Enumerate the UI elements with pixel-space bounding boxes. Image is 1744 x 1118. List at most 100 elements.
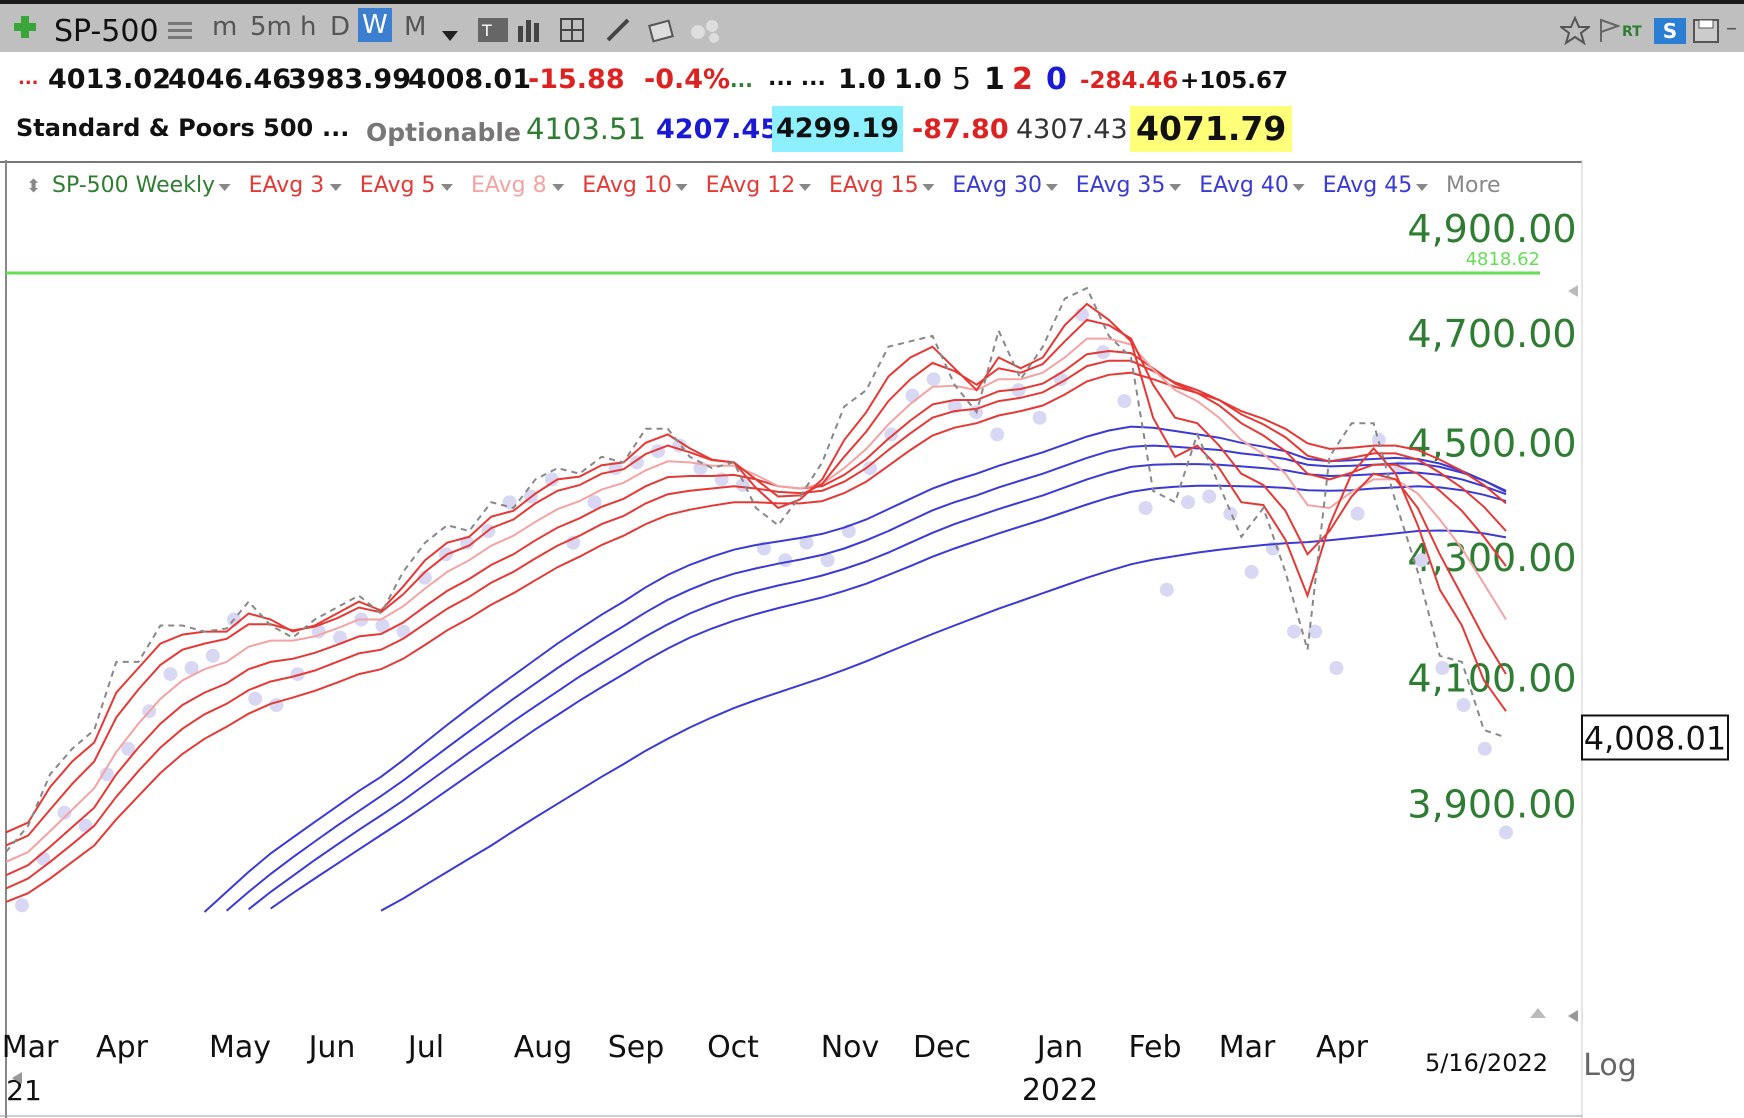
collapse-arrow-icon[interactable] xyxy=(1530,1008,1546,1018)
star-icon[interactable] xyxy=(1558,15,1592,50)
tf-mo[interactable]: M xyxy=(404,12,427,42)
legend-item-sp-500-weekly[interactable]: SP-500 Weekly xyxy=(52,173,215,198)
data-dot xyxy=(884,427,899,442)
count-0: 0 xyxy=(1046,62,1067,97)
legend-dropdown-icon[interactable] xyxy=(218,184,231,191)
pct-change: -0.4% xyxy=(644,64,731,95)
symbol-label[interactable]: SP-500 xyxy=(54,14,159,49)
log-toggle[interactable]: Log xyxy=(1583,1048,1637,1083)
legend-item-eavg-8[interactable]: EAvg 8 xyxy=(471,173,547,198)
legend-dropdown-icon[interactable] xyxy=(1045,184,1058,191)
eraser-icon[interactable] xyxy=(648,18,676,48)
tf-d[interactable]: D xyxy=(330,12,351,42)
legend-item-more[interactable]: More xyxy=(1446,173,1501,198)
data-dot xyxy=(1435,661,1450,675)
ratio-2: 1.0 xyxy=(894,64,942,95)
legend-item-eavg-30[interactable]: EAvg 30 xyxy=(952,173,1042,198)
legend-item-eavg-15[interactable]: EAvg 15 xyxy=(829,173,919,198)
y-tick-label: 3,900.00 xyxy=(1407,782,1576,826)
scroll-left-icon[interactable] xyxy=(1568,1010,1578,1022)
legend-dropdown-icon[interactable] xyxy=(552,184,565,191)
y-tick-label: 4,100.00 xyxy=(1407,656,1576,700)
bar-chart-icon[interactable] xyxy=(516,18,544,46)
data-dot xyxy=(1244,564,1259,579)
x-year-label-2022: 2022 xyxy=(1022,1073,1098,1108)
scroll-arrow-icon[interactable] xyxy=(1568,285,1578,298)
svg-text:T: T xyxy=(481,21,492,40)
legend-dropdown-icon[interactable] xyxy=(675,184,688,191)
add-icon[interactable] xyxy=(12,14,38,40)
value-red: -87.80 xyxy=(912,114,1009,145)
tf-m[interactable]: m xyxy=(212,12,238,42)
legend-updown-icon[interactable]: ⬍ xyxy=(26,176,41,197)
data-dot xyxy=(587,495,602,510)
legend-item-eavg-5[interactable]: EAvg 5 xyxy=(360,173,436,198)
x-tick-label-oct: Oct xyxy=(707,1030,759,1065)
legend-dropdown-icon[interactable] xyxy=(1416,184,1428,191)
text-tool-icon[interactable]: T xyxy=(478,18,508,46)
rt-label[interactable]: RT xyxy=(1622,24,1642,40)
plot-area xyxy=(6,286,1513,913)
s-badge[interactable]: S xyxy=(1654,18,1686,44)
x-tick-label-apr: Apr xyxy=(1316,1030,1369,1065)
legend-item-eavg-3[interactable]: EAvg 3 xyxy=(249,173,325,198)
x-tick-label-may: May xyxy=(209,1030,271,1065)
toolbar: SP-500 m 5m h D W M T RT S – xyxy=(0,0,1744,52)
x-tick-label-nov: Nov xyxy=(821,1030,880,1065)
legend-dropdown-icon[interactable] xyxy=(922,184,935,191)
pan-arrows-icon[interactable] xyxy=(12,1072,22,1084)
flag-icon[interactable] xyxy=(1598,18,1622,48)
company-name: Standard & Poors 500 xyxy=(16,114,314,142)
ema-line-eavg-40 xyxy=(247,463,1507,911)
x-tick-label-sep: Sep xyxy=(608,1030,665,1065)
optionable-label: Optionable xyxy=(366,118,521,147)
data-dot xyxy=(290,667,305,682)
count-1: 1 xyxy=(984,62,1005,97)
quote-dots-2: ... xyxy=(730,68,753,92)
diff-neg: -284.46 xyxy=(1080,68,1179,94)
data-dot xyxy=(926,372,941,387)
data-dot xyxy=(163,667,178,682)
data-dot xyxy=(799,535,814,550)
legend-item-eavg-45[interactable]: EAvg 45 xyxy=(1323,173,1413,198)
data-dot xyxy=(1308,624,1323,639)
data-dot xyxy=(205,648,220,663)
data-dot xyxy=(778,553,793,568)
legend-dropdown-icon[interactable] xyxy=(329,184,342,191)
ema-line-eavg-30 xyxy=(203,425,1507,913)
pencil-icon[interactable] xyxy=(604,16,632,48)
dropdown-icon[interactable] xyxy=(442,26,458,45)
x-tick-label-jun: Jun xyxy=(307,1030,356,1065)
circles-icon[interactable] xyxy=(690,18,724,48)
grid-icon[interactable] xyxy=(560,18,588,48)
save-icon[interactable] xyxy=(1692,18,1720,48)
tf-w-active[interactable]: W xyxy=(358,8,392,42)
legend-dropdown-icon[interactable] xyxy=(1169,184,1182,191)
legend-item-eavg-40[interactable]: EAvg 40 xyxy=(1199,173,1289,198)
data-dot xyxy=(1202,489,1217,504)
close-icon[interactable]: – xyxy=(1726,16,1737,41)
menu-icon[interactable] xyxy=(168,20,192,42)
value-highlight-yellow: 4071.79 xyxy=(1130,106,1293,152)
legend-item-eavg-12[interactable]: EAvg 12 xyxy=(706,173,796,198)
high-value: 4046.46 xyxy=(168,64,291,95)
legend-item-eavg-35[interactable]: EAvg 35 xyxy=(1076,173,1166,198)
quote-row-1: ... 4013.02 4046.46 3983.99 4008.01 -15.… xyxy=(0,60,1744,104)
y-tick-label: 4,700.00 xyxy=(1407,312,1576,356)
tf-5m[interactable]: 5m xyxy=(250,12,292,42)
legend-dropdown-icon[interactable] xyxy=(441,184,453,191)
price-chart[interactable]: ⬍ SP-500 Weekly EAvg 3 EAvg 5 EAvg 8 EAvg 10 E… xyxy=(0,160,1744,1118)
data-dot xyxy=(333,630,347,645)
y-tick-label: 4,300.00 xyxy=(1407,536,1576,580)
legend-item-eavg-10[interactable]: EAvg 10 xyxy=(582,173,672,198)
current-price-box xyxy=(1581,714,1729,761)
legend-dropdown-icon[interactable] xyxy=(1292,184,1305,191)
quote-dots-3: ... ... xyxy=(768,66,826,91)
open-value: 4013.02 xyxy=(48,64,171,95)
count-2: 2 xyxy=(1012,62,1033,97)
tf-h[interactable]: h xyxy=(300,12,317,42)
legend-dropdown-icon[interactable] xyxy=(799,184,811,191)
close-value: 4008.01 xyxy=(408,64,531,95)
data-dot xyxy=(311,624,326,639)
x-year-label-21: 21 xyxy=(6,1074,42,1107)
